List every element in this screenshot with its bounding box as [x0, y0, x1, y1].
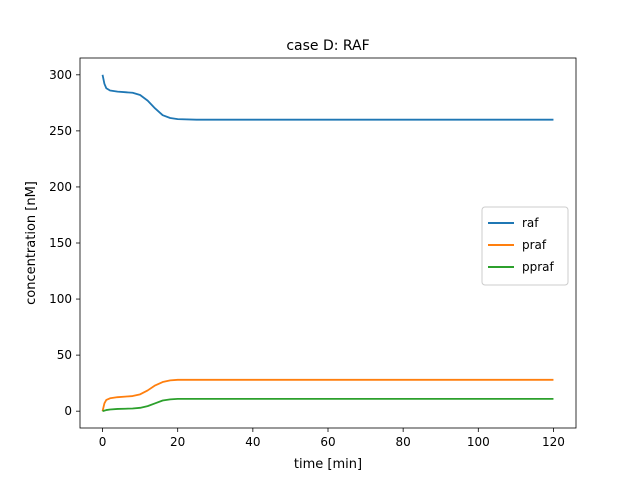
y-tick-label: 150 — [49, 236, 72, 250]
y-tick-label: 100 — [49, 292, 72, 306]
legend: raf praf ppraf — [481, 206, 569, 286]
x-tick-label: 100 — [467, 435, 490, 449]
y-tick-label: 250 — [49, 124, 72, 138]
series-line-ppraf — [102, 397, 554, 413]
y-tick-label: 50 — [57, 348, 72, 362]
x-axis-label: time [min] — [294, 457, 362, 472]
series-line-praf — [101, 378, 554, 412]
series-line-raf — [101, 74, 554, 121]
x-axis: 0 20 40 60 80 100 120 — [99, 428, 565, 449]
y-axis-label: concentration [nM] — [24, 181, 39, 305]
legend-label-ppraf: ppraf — [522, 260, 555, 274]
x-tick-label: 120 — [542, 435, 565, 449]
y-tick-label: 300 — [49, 68, 72, 82]
legend-label-raf: raf — [522, 216, 539, 230]
legend-box — [481, 206, 569, 286]
x-tick-label: 60 — [320, 435, 335, 449]
y-axis: 0 50 100 150 200 250 300 — [49, 68, 80, 418]
y-tick-label: 0 — [64, 404, 72, 418]
y-tick-label: 200 — [49, 180, 72, 194]
chart-title: case D: RAF — [286, 38, 369, 54]
x-tick-label: 0 — [99, 435, 107, 449]
x-tick-label: 80 — [396, 435, 411, 449]
x-tick-label: 40 — [245, 435, 260, 449]
legend-label-praf: praf — [522, 238, 547, 252]
x-tick-label: 20 — [170, 435, 185, 449]
series-lines — [101, 74, 554, 413]
